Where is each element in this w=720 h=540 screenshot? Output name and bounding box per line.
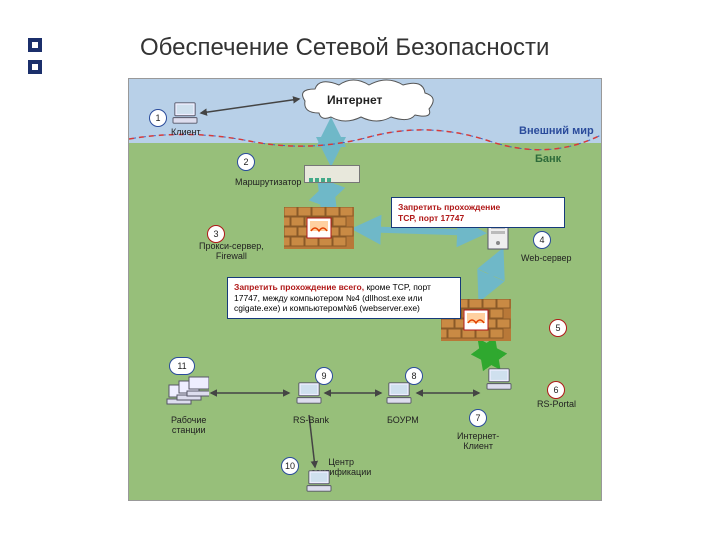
bullet-square: [28, 60, 42, 74]
workstations-icon: [165, 375, 209, 414]
computer-icon: [305, 469, 333, 498]
zone-label-external: Внешний мир: [519, 125, 594, 137]
page-title: Обеспечение Сетевой Безопасности: [140, 34, 549, 62]
cloud-label: Интернет: [327, 93, 382, 107]
bullet-square: [28, 38, 42, 52]
arrow-6: [481, 343, 497, 365]
node-number-11: 11: [169, 357, 195, 375]
slide: Обеспечение Сетевой Безопасности Интерне…: [0, 0, 720, 540]
arrow-5: [481, 253, 501, 297]
network-diagram: Интернет Внешний мир Банк 1Клиент2Маршру…: [128, 78, 602, 501]
node-number-4: 4: [533, 231, 551, 249]
node-number-10: 10: [281, 457, 299, 475]
router-icon: [304, 165, 360, 183]
node-number-5: 5: [549, 319, 567, 337]
computer-icon: [295, 381, 323, 410]
node-number-6: 6: [547, 381, 565, 399]
node-label-11: Рабочие станции: [171, 415, 206, 435]
node-number-1: 1: [149, 109, 167, 127]
node-label-4: Web-сервер: [521, 253, 572, 263]
node-label-8: БОУРМ: [387, 415, 419, 425]
node-label-6: RS-Portal: [537, 399, 576, 409]
computer-icon: [485, 367, 513, 396]
arrow-1: [201, 99, 299, 113]
callout-1: Запретить прохождениеTCP, порт 17747: [391, 197, 565, 228]
node-number-2: 2: [237, 153, 255, 171]
node-label-2: Маршрутизатор: [235, 177, 301, 187]
computer-icon: [385, 381, 413, 410]
node-label-9: RS-Bank: [293, 415, 329, 425]
callout-2: Запретить прохождение всего, кроме TCP, …: [227, 277, 461, 319]
firewall-icon: [284, 207, 354, 254]
node-label-3: Прокси-сервер, Firewall: [199, 241, 264, 261]
computer-icon: [171, 101, 199, 130]
node-label-7: Интернет- Клиент: [457, 431, 499, 451]
node-number-7: 7: [469, 409, 487, 427]
zone-label-bank: Банк: [535, 153, 561, 165]
arrow-4: [357, 229, 481, 233]
